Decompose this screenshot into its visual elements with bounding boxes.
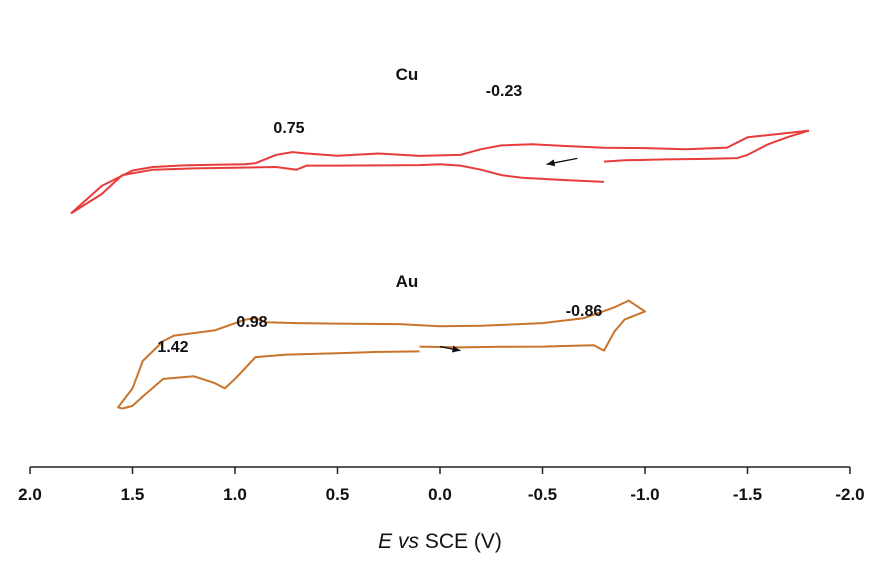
- cu-series-label: Cu: [396, 65, 419, 84]
- x-tick-label: 0.5: [326, 485, 350, 504]
- cu-curve-segment-1: [70, 163, 605, 215]
- x-axis-label-italic: E vs: [378, 530, 419, 553]
- x-axis-ticks: 2.0 1.5 1.0 0.5 0.0 -0.5 -1.0 -1.5 -2.0: [18, 467, 865, 504]
- x-tick-label: -0.5: [528, 485, 557, 504]
- au-peak-label-1-42: 1.42: [157, 339, 188, 356]
- scan-direction-arrows: [439, 157, 578, 353]
- au-scan-arrow-head: [451, 345, 461, 353]
- x-axis-label: E vs SCE (V): [378, 530, 502, 553]
- x-tick-label: -2.0: [835, 485, 864, 504]
- x-tick-label: 0.0: [428, 485, 452, 504]
- plot-area: [70, 129, 810, 410]
- x-tick-label: -1.5: [733, 485, 762, 504]
- x-tick-label: 2.0: [18, 485, 42, 504]
- au-curve-segment-2: [121, 350, 420, 410]
- au-peak-label-0-98: 0.98: [236, 314, 267, 331]
- x-axis-label-plain: SCE (V): [419, 530, 502, 553]
- x-axis: 2.0 1.5 1.0 0.5 0.0 -0.5 -1.0 -1.5 -2.0: [18, 466, 865, 504]
- cu-curve-segment-3: [603, 129, 810, 163]
- au-peak-label-neg0-86: -0.86: [566, 303, 603, 320]
- au-series-label: Au: [396, 272, 419, 291]
- au-curve-segment-1: [117, 299, 646, 410]
- cu-peak-label-neg0-23: -0.23: [486, 83, 523, 100]
- x-tick-label: 1.5: [121, 485, 145, 504]
- x-tick-label: 1.0: [223, 485, 247, 504]
- x-tick-label: -1.0: [630, 485, 659, 504]
- cu-peak-label-0-75: 0.75: [273, 120, 304, 137]
- cu-curve-segment-2: [70, 129, 810, 215]
- cu-scan-arrow-head: [546, 159, 556, 167]
- annotations: Cu -0.23 0.75 Au 0.98 -0.86 1.42: [157, 65, 602, 356]
